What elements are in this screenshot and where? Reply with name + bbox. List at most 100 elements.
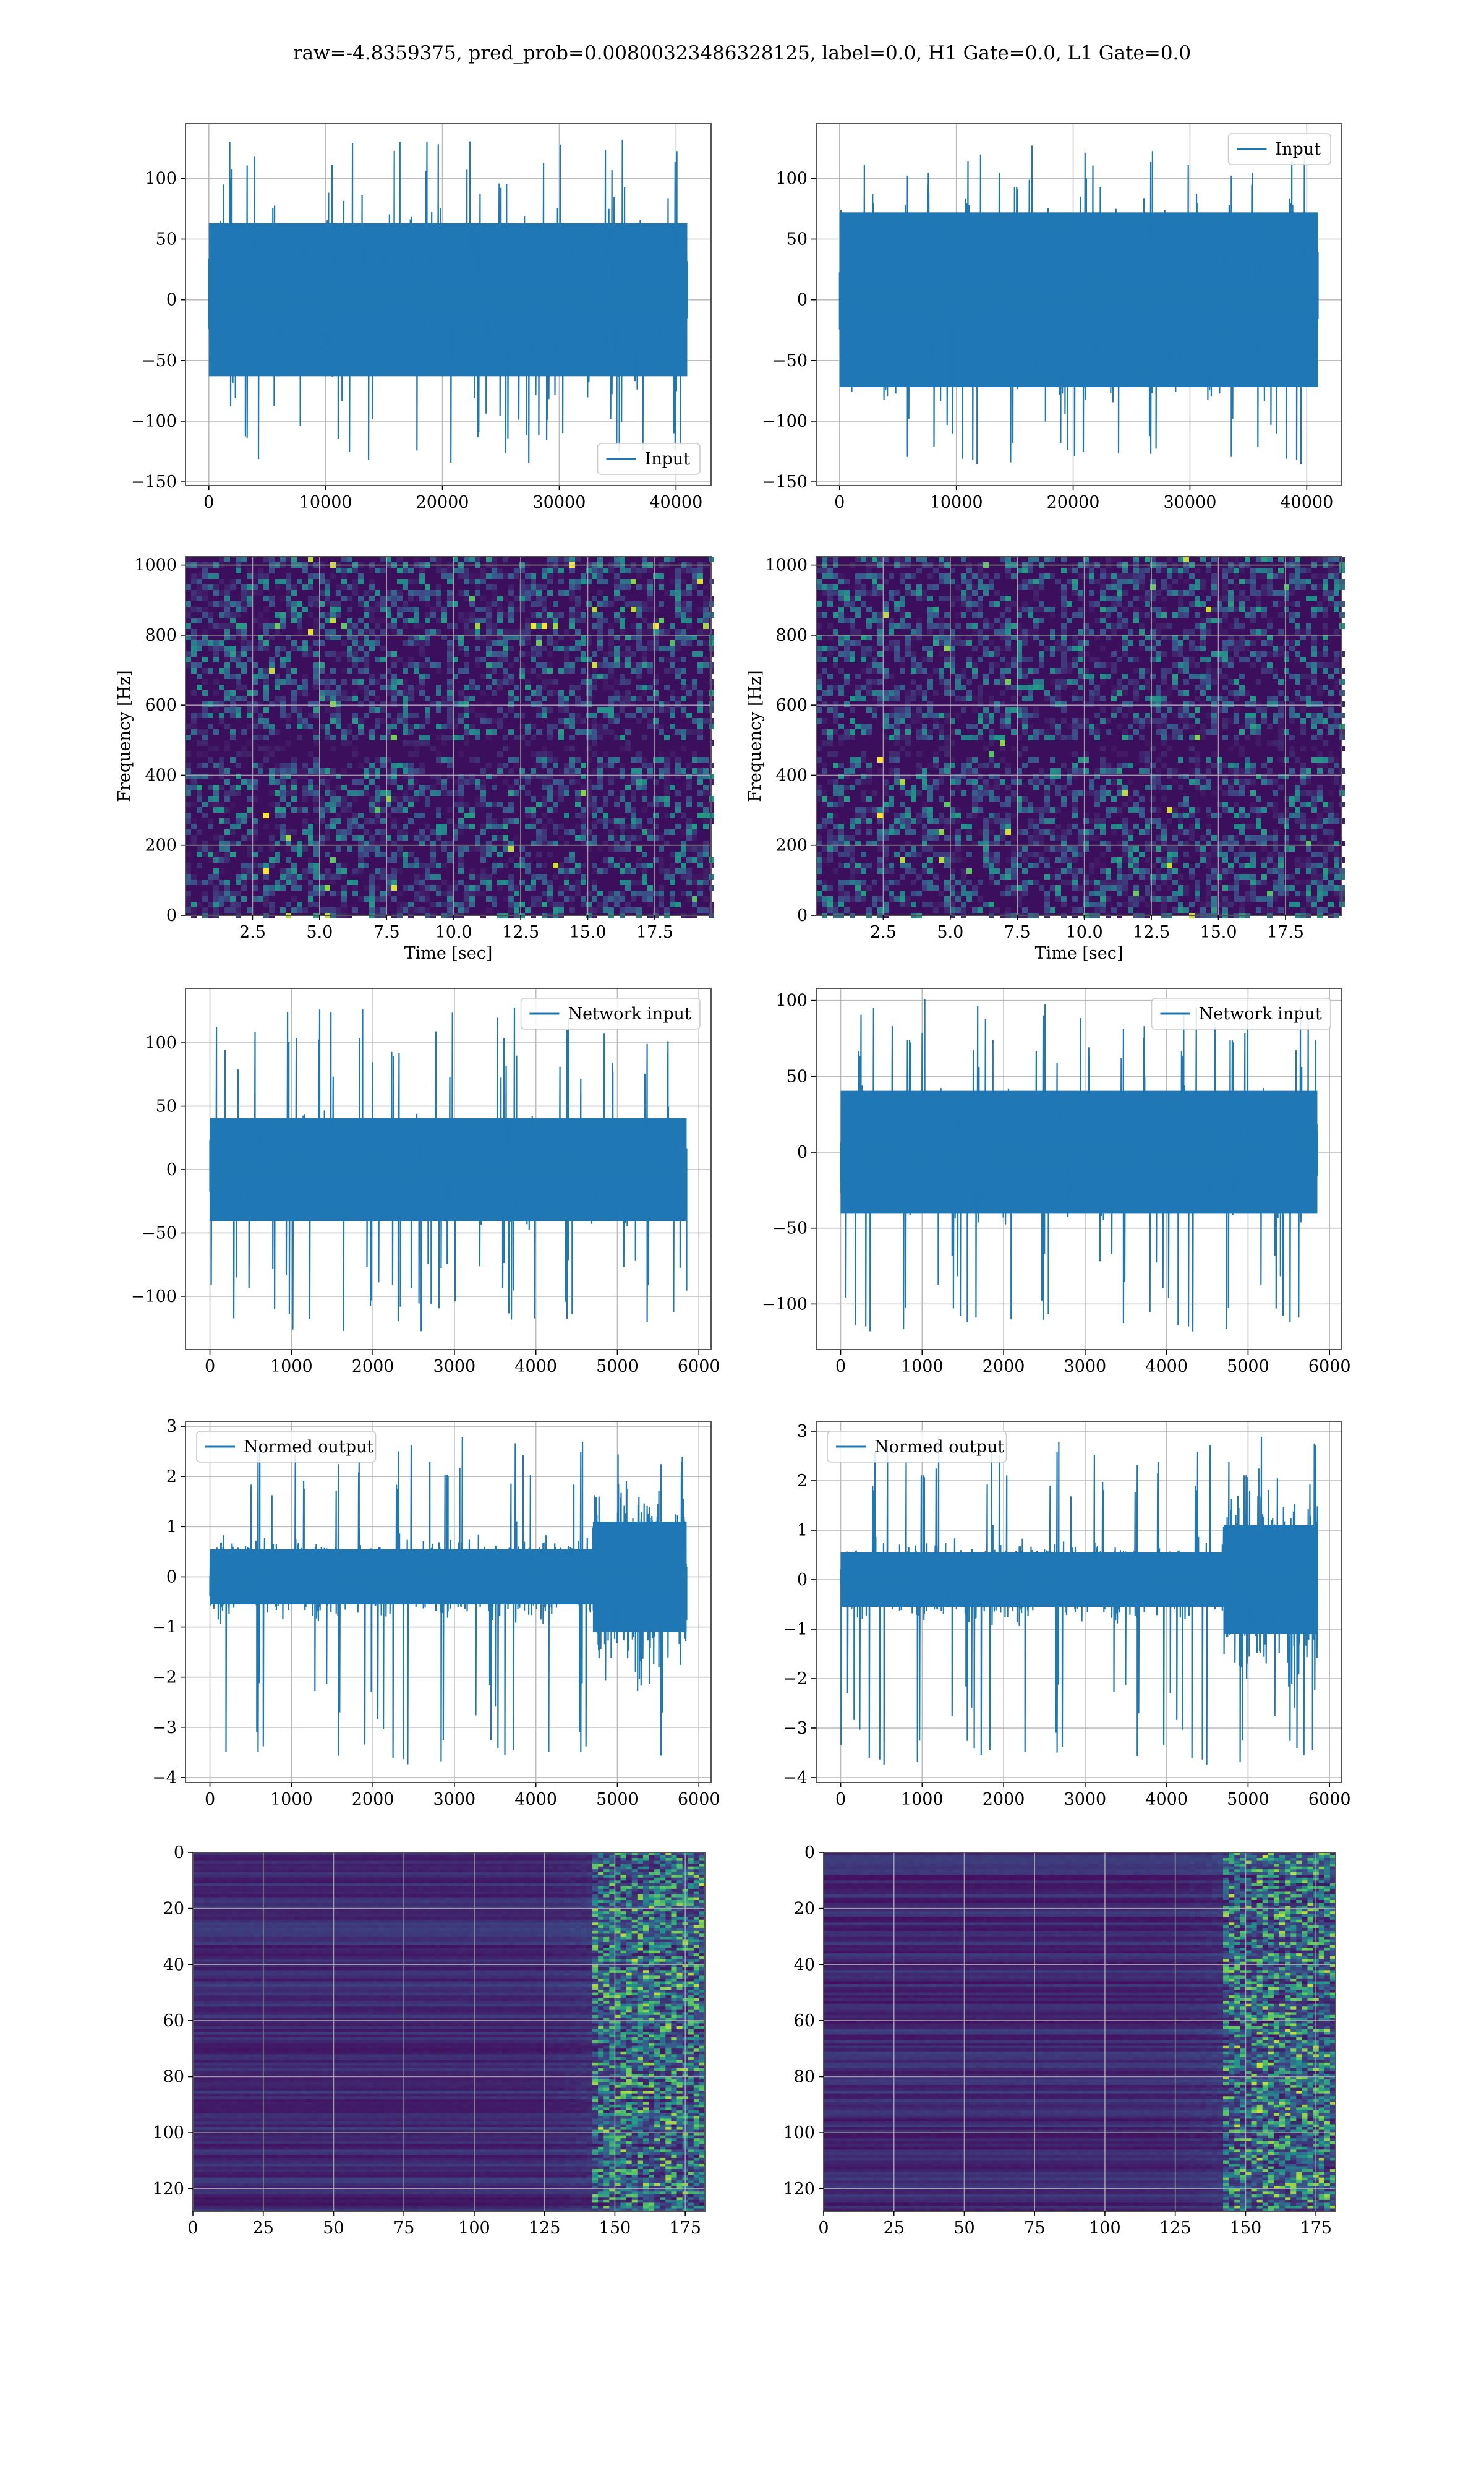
spectrogram-left-cell — [358, 729, 364, 735]
spectrogram-right-cell — [889, 596, 894, 601]
spectrogram-left-cell — [325, 685, 330, 690]
spectrogram-left-cell — [202, 774, 208, 779]
spectrogram-right-cell — [1078, 718, 1083, 724]
spectrogram-left-cell — [697, 640, 703, 646]
spectrogram-right-cell — [1334, 651, 1339, 657]
spectrogram-left-cell — [230, 757, 236, 763]
spectrogram-left-cell — [341, 868, 347, 874]
spectrogram-left-cell — [603, 896, 608, 902]
spectrogram-right-cell — [1128, 579, 1133, 584]
spectrogram-left-cell — [664, 646, 670, 651]
spectrogram-right-cell — [1050, 757, 1055, 763]
spectrogram-left-cell — [631, 868, 636, 874]
spectrogram-right-cell — [1100, 584, 1106, 590]
spectrogram-left-cell — [564, 657, 569, 662]
spectrogram-right-cell — [1195, 596, 1200, 601]
spectrogram-left-cell — [497, 612, 503, 618]
spectrogram-left-cell — [414, 713, 419, 718]
spectrogram-left-cell — [336, 813, 341, 818]
spectrogram-left-cell — [631, 696, 636, 701]
spectrogram-left-cell — [391, 779, 397, 785]
spectrogram-left-cell — [208, 846, 213, 852]
spectrogram-right-cell — [1122, 785, 1128, 790]
spectrogram-left-cell — [291, 757, 297, 763]
spectrogram-right-cell — [1189, 674, 1195, 679]
spectrogram-left-cell — [603, 618, 608, 623]
spectrogram-left-cell — [542, 902, 547, 907]
spectrogram-right-cell — [1161, 584, 1167, 590]
spectrogram-left-cell — [213, 896, 219, 902]
spectrogram-right-cell — [900, 685, 905, 690]
spectrogram-left-cell — [280, 824, 286, 829]
spectrogram-left-cell — [686, 601, 692, 607]
spectrogram-right-cell — [822, 657, 827, 662]
spectrogram-right-cell — [978, 657, 983, 662]
spectrogram-right-cell — [994, 573, 1000, 579]
spectrogram-right-cell — [894, 640, 900, 646]
spectrogram-right-cell — [1234, 735, 1239, 740]
spectrogram-left-xtick-label: 7.5 — [373, 923, 400, 942]
spectrogram-left-cell — [670, 891, 675, 896]
spectrogram-left-cell — [697, 790, 703, 796]
spectrogram-right-cell — [1106, 607, 1111, 612]
spectrogram-left-cell — [697, 579, 703, 584]
spectrogram-left-cell — [330, 857, 336, 863]
spectrogram-left-cell — [313, 785, 319, 790]
spectrogram-left-cell — [614, 657, 620, 662]
spectrogram-right-cell — [1183, 707, 1189, 713]
spectrogram-left-cell — [653, 724, 659, 729]
spectrogram-left-cell — [280, 623, 286, 629]
spectrogram-right-cell — [1222, 573, 1228, 579]
spectrogram-right-cell — [1044, 729, 1050, 735]
spectrogram-right-cell — [1000, 646, 1005, 651]
spectrogram-left-cell — [547, 590, 553, 596]
spectrogram-left-cell — [414, 607, 419, 612]
spectrogram-left-cell — [469, 846, 475, 852]
spectrogram-right-cell — [961, 668, 966, 674]
spectrogram-left-cell — [636, 707, 642, 713]
spectrogram-right-cell — [916, 763, 922, 768]
spectrogram-left-cell — [670, 557, 675, 562]
spectrogram-right-cell — [1306, 774, 1311, 779]
spectrogram-right-cell — [933, 607, 939, 612]
spectrogram-left-cell — [458, 868, 464, 874]
spectrogram-left-cell — [263, 685, 269, 690]
spectrogram-left-cell — [403, 701, 408, 707]
spectrogram-left-cell — [575, 640, 581, 646]
spectrogram-right-cell — [1117, 768, 1122, 774]
spectrogram-right-cell — [1206, 607, 1211, 612]
spectrogram-left-cell — [569, 584, 575, 590]
spectrogram-left-cell — [230, 674, 236, 679]
spectrogram-right-cell — [855, 607, 861, 612]
spectrogram-left-cell — [458, 646, 464, 651]
spectrogram-left-cell — [575, 607, 581, 612]
spectrogram-left-cell — [191, 640, 197, 646]
spectrogram-left-cell — [536, 774, 542, 779]
spectrogram-right-cell — [939, 713, 944, 718]
spectrogram-right-cell — [844, 618, 850, 623]
spectrogram-right-cell — [966, 763, 972, 768]
spectrogram-left-cell — [475, 557, 480, 562]
spectrogram-left-cell — [480, 857, 486, 863]
spectrogram-right-cell — [866, 729, 872, 735]
spectrogram-left-cell — [414, 623, 419, 629]
spectrogram-right-cell — [1005, 662, 1011, 668]
spectrogram-left-cell — [213, 852, 219, 857]
spectrogram-left-cell — [686, 880, 692, 885]
spectrogram-right-cell — [1234, 646, 1239, 651]
spectrogram-left-cell — [403, 907, 408, 913]
spectrogram-left-cell — [514, 852, 519, 857]
spectrogram-right-cell — [1172, 612, 1178, 618]
spectrogram-left-cell — [547, 896, 553, 902]
spectrogram-right-cell — [1222, 707, 1228, 713]
spectrogram-right-cell — [983, 674, 989, 679]
spectrogram-right-cell — [1206, 679, 1211, 685]
spectrogram-right-cell — [1089, 724, 1094, 729]
spectrogram-right-cell — [955, 674, 961, 679]
spectrogram-left-cell — [252, 863, 258, 868]
spectrogram-right-cell — [1211, 674, 1217, 679]
spectrogram-left-cell — [692, 874, 697, 880]
spectrogram-left-cell — [347, 596, 352, 601]
spectrogram-right-cell — [1234, 768, 1239, 774]
spectrogram-right-cell — [933, 623, 939, 629]
